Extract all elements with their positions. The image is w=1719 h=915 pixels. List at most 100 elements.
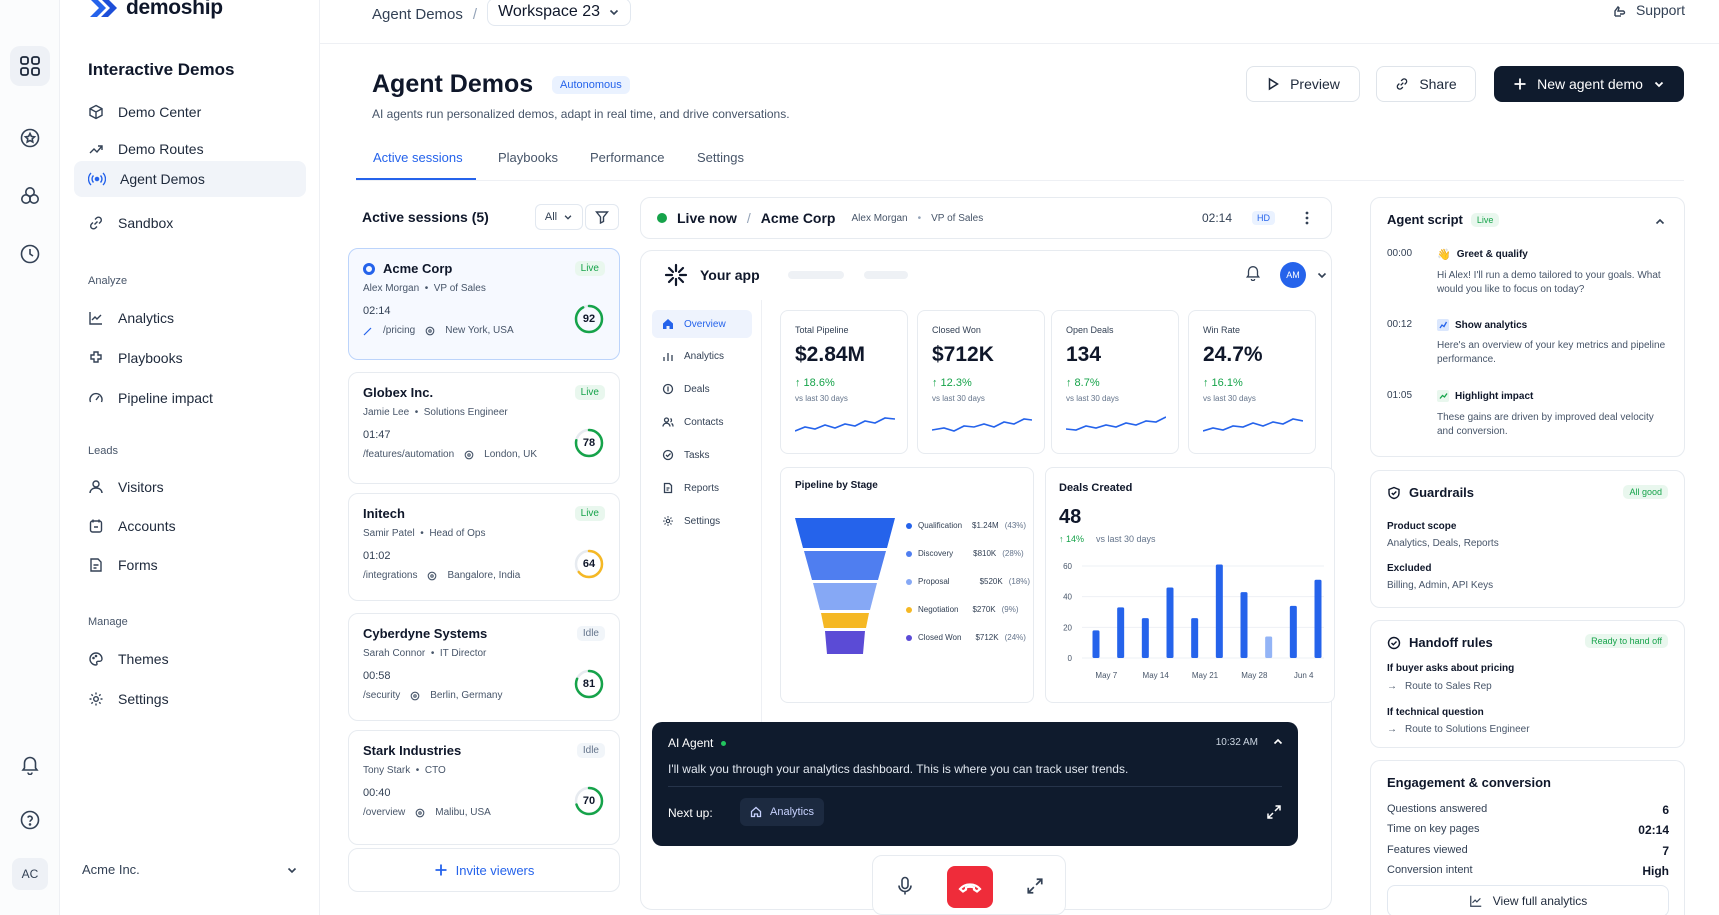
session-path: /overview Malibu, USA [363, 807, 491, 818]
microphone-button[interactable] [887, 868, 923, 904]
session-score: 64 [582, 558, 596, 570]
deals-bar [1092, 630, 1100, 658]
check-circle-icon [662, 449, 674, 461]
sidebar-item-analytics[interactable]: Analytics [74, 300, 306, 336]
sidebar-item-themes[interactable]: Themes [74, 641, 306, 677]
org-switcher[interactable]: Acme Inc. [82, 862, 298, 877]
sidebar-item-label: Visitors [118, 479, 164, 495]
x-tick-label: Jun 4 [1294, 671, 1314, 680]
apps-grid-icon[interactable] [10, 46, 50, 86]
app-nav-settings[interactable]: Settings [652, 507, 752, 535]
collapse-chevron-up-icon[interactable] [1272, 736, 1284, 748]
sidebar-item-agent-demos[interactable]: Agent Demos [74, 161, 306, 197]
app-header: Your app [664, 263, 908, 287]
end-call-button[interactable] [947, 866, 993, 908]
check-circle-icon [1387, 636, 1401, 649]
user-avatar[interactable]: AC [12, 858, 48, 890]
tab-playbooks[interactable]: Playbooks [498, 150, 558, 165]
session-card[interactable]: Initech Live Samir Patel • Head of Ops 01:0… [348, 493, 620, 601]
share-label: Share [1419, 76, 1457, 92]
app-nav-contacts[interactable]: Contacts [652, 408, 752, 436]
sidebar-item-demo-center[interactable]: Demo Center [74, 94, 306, 130]
session-duration: 02:14 [363, 305, 391, 317]
sidebar-item-settings[interactable]: Settings [74, 681, 306, 717]
app-nav-analytics[interactable]: Analytics [652, 342, 752, 370]
star-badge-icon[interactable] [10, 118, 50, 158]
sidebar-item-accounts[interactable]: Accounts [74, 508, 306, 544]
session-card[interactable]: Acme Corp Live Alex Morgan • VP of Sales 02… [348, 248, 620, 360]
breadcrumb-agent-demos[interactable]: Agent Demos [372, 5, 463, 23]
sidebar-item-playbooks[interactable]: Playbooks [74, 340, 306, 376]
session-card[interactable]: Globex Inc. Live Jamie Lee • Solutions Eng… [348, 372, 620, 484]
sidebar-item-label: Pipeline impact [118, 390, 213, 406]
sidebar-item-visitors[interactable]: Visitors [74, 469, 306, 505]
kpi-card-win-rate: Win Rate 24.7% ↑ 16.1% vs last 30 days [1188, 310, 1316, 454]
deals-bar [1240, 592, 1248, 658]
chevron-down-icon [1654, 81, 1664, 88]
sidebar-item-pipeline-impact[interactable]: Pipeline impact [74, 380, 306, 416]
hd-badge: HD [1252, 211, 1275, 225]
kpi-label: Win Rate [1203, 325, 1241, 335]
session-score-ring: 81 [573, 668, 605, 700]
product-scope-value: Analytics, Deals, Reports [1387, 538, 1499, 549]
kpi-value: 24.7% [1203, 343, 1263, 366]
kpi-comparison: vs last 30 days [1203, 394, 1256, 403]
app-bell-icon[interactable] [1244, 263, 1262, 281]
route-icon [89, 145, 103, 154]
live-label: Live now [677, 210, 737, 226]
chevron-down-icon[interactable] [1316, 269, 1328, 281]
deals-bar [1265, 636, 1273, 658]
app-nav-reports[interactable]: Reports [652, 474, 752, 502]
preview-button[interactable]: Preview [1246, 66, 1360, 102]
app-user-avatar[interactable]: AM [1280, 262, 1306, 288]
bell-icon[interactable] [10, 744, 50, 784]
app-nav-overview[interactable]: Overview [652, 310, 752, 338]
sidebar-item-demo-routes[interactable]: Demo Routes [74, 131, 306, 167]
kpi-value: $2.84M [795, 343, 866, 366]
bar-chart-icon [663, 353, 673, 361]
fullscreen-button[interactable] [1017, 868, 1053, 904]
tab-active-sessions[interactable]: Active sessions [373, 150, 463, 165]
clock-icon[interactable] [10, 234, 50, 274]
engagement-card: Engagement & conversion Questions answer… [1370, 760, 1685, 915]
guardrails-status-badge: All good [1623, 485, 1668, 499]
collapse-chevron-up-icon[interactable] [1654, 216, 1666, 228]
help-icon[interactable] [10, 800, 50, 840]
tab-settings[interactable]: Settings [697, 150, 744, 165]
next-up-chip[interactable]: Analytics [740, 798, 825, 826]
sidebar: demoship Interactive Demos Demo Center D… [60, 0, 320, 915]
tab-performance[interactable]: Performance [590, 150, 665, 165]
sessions-filter-select[interactable]: All [535, 204, 583, 230]
app-nav: Overview Analytics Deals Contacts Tasks … [642, 300, 762, 800]
sidebar-item-sandbox[interactable]: Sandbox [74, 205, 306, 241]
more-vertical-icon[interactable] [1299, 210, 1315, 226]
workspace-select[interactable]: Workspace 23 [487, 0, 632, 26]
live-session-bar: Live now / Acme Corp Alex Morgan • VP of… [640, 197, 1332, 239]
app-nav-deals[interactable]: Deals [652, 375, 752, 403]
support-link[interactable]: Support [1612, 2, 1685, 18]
breadcrumb: Agent Demos / Workspace 23 [372, 0, 632, 26]
session-card[interactable]: Stark Industries Idle Tony Stark • CTO 00:4… [348, 730, 620, 845]
chart-line-icon [89, 312, 102, 325]
filter-button[interactable] [585, 204, 619, 230]
session-score-ring: 92 [573, 303, 605, 335]
app-name: Your app [700, 267, 760, 283]
brand-logo[interactable]: demoship [88, 0, 223, 20]
invite-viewers-button[interactable]: Invite viewers [348, 848, 620, 892]
new-agent-demo-button[interactable]: New agent demo [1494, 66, 1684, 102]
sidebar-item-label: Accounts [118, 518, 176, 534]
kpi-comparison: vs last 30 days [1066, 394, 1119, 403]
session-card[interactable]: Cyberdyne Systems Idle Sarah Connor • IT D… [348, 613, 620, 721]
expand-icon[interactable] [1266, 804, 1282, 820]
circles-icon[interactable] [10, 176, 50, 216]
app-nav-label: Settings [684, 515, 721, 527]
pipeline-funnel [795, 518, 895, 654]
handoff-status-badge: Ready to hand off [1585, 634, 1668, 648]
session-path: /pricing New York, USA [363, 325, 514, 336]
sidebar-item-forms[interactable]: Forms [74, 547, 306, 583]
share-button[interactable]: Share [1376, 66, 1476, 102]
view-full-analytics-button[interactable]: View full analytics [1387, 885, 1669, 915]
app-nav-tasks[interactable]: Tasks [652, 441, 752, 469]
session-score: 81 [582, 678, 596, 690]
pipeline-title: Pipeline by Stage [795, 480, 878, 491]
